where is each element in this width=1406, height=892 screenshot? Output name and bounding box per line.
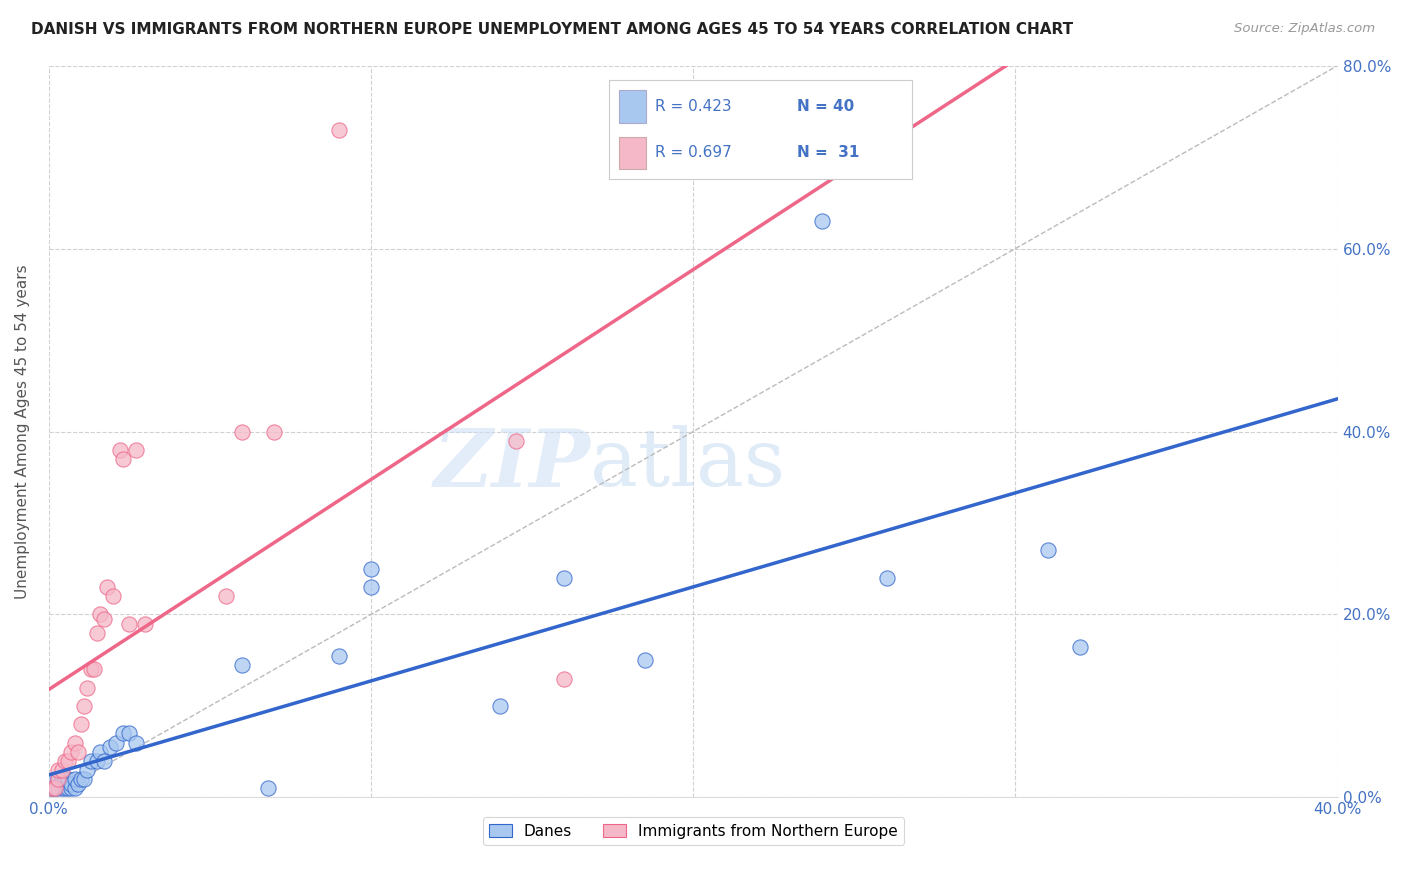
Text: DANISH VS IMMIGRANTS FROM NORTHERN EUROPE UNEMPLOYMENT AMONG AGES 45 TO 54 YEARS: DANISH VS IMMIGRANTS FROM NORTHERN EUROP… <box>31 22 1073 37</box>
Point <box>231 657 253 672</box>
Point <box>86 754 108 768</box>
Point <box>328 122 350 136</box>
Point <box>53 754 76 768</box>
Point <box>111 726 134 740</box>
Point <box>1069 640 1091 654</box>
Point <box>56 754 79 768</box>
Point <box>93 612 115 626</box>
Y-axis label: Unemployment Among Ages 45 to 54 years: Unemployment Among Ages 45 to 54 years <box>15 264 30 599</box>
Point <box>505 434 527 448</box>
Legend: Danes, Immigrants from Northern Europe: Danes, Immigrants from Northern Europe <box>482 817 904 845</box>
Point <box>360 580 382 594</box>
Point <box>93 754 115 768</box>
Point <box>76 681 98 695</box>
Point <box>118 616 141 631</box>
Point <box>231 425 253 439</box>
Point <box>108 442 131 457</box>
Point <box>553 672 575 686</box>
Point <box>70 717 93 731</box>
Point <box>263 425 285 439</box>
Point <box>48 772 70 786</box>
Point <box>96 580 118 594</box>
Point <box>44 772 66 786</box>
Point <box>634 653 657 667</box>
Point <box>79 754 101 768</box>
Point <box>89 607 111 622</box>
Point <box>111 452 134 467</box>
Point <box>44 781 66 796</box>
Point <box>48 763 70 777</box>
Point <box>41 781 63 796</box>
Point <box>118 726 141 740</box>
Point <box>76 763 98 777</box>
Point <box>89 745 111 759</box>
Point <box>51 772 73 786</box>
Point <box>103 589 125 603</box>
Point <box>125 442 148 457</box>
Point <box>70 772 93 786</box>
Point <box>553 571 575 585</box>
Point <box>60 781 83 796</box>
Point <box>63 772 86 786</box>
Point <box>51 763 73 777</box>
Point <box>51 781 73 796</box>
Point <box>876 571 898 585</box>
Point <box>66 745 89 759</box>
Point <box>98 740 121 755</box>
Point <box>79 662 101 676</box>
Point <box>48 772 70 786</box>
Point <box>56 772 79 786</box>
Point <box>328 648 350 663</box>
Point <box>1036 543 1059 558</box>
Point <box>63 735 86 749</box>
Point <box>66 777 89 791</box>
Point <box>257 781 280 796</box>
Point <box>44 781 66 796</box>
Point <box>811 214 834 228</box>
Point <box>73 772 96 786</box>
Point <box>56 781 79 796</box>
Point <box>86 625 108 640</box>
Point <box>489 698 512 713</box>
Point <box>73 698 96 713</box>
Text: atlas: atlas <box>591 425 785 503</box>
Point <box>63 781 86 796</box>
Point <box>215 589 238 603</box>
Point <box>60 777 83 791</box>
Point <box>83 662 105 676</box>
Point <box>53 781 76 796</box>
Point <box>48 781 70 796</box>
Point <box>134 616 156 631</box>
Point <box>360 562 382 576</box>
Point <box>125 735 148 749</box>
Point <box>60 745 83 759</box>
Point <box>105 735 128 749</box>
Point <box>53 772 76 786</box>
Point <box>41 781 63 796</box>
Text: Source: ZipAtlas.com: Source: ZipAtlas.com <box>1234 22 1375 36</box>
Text: ZIP: ZIP <box>433 425 591 503</box>
